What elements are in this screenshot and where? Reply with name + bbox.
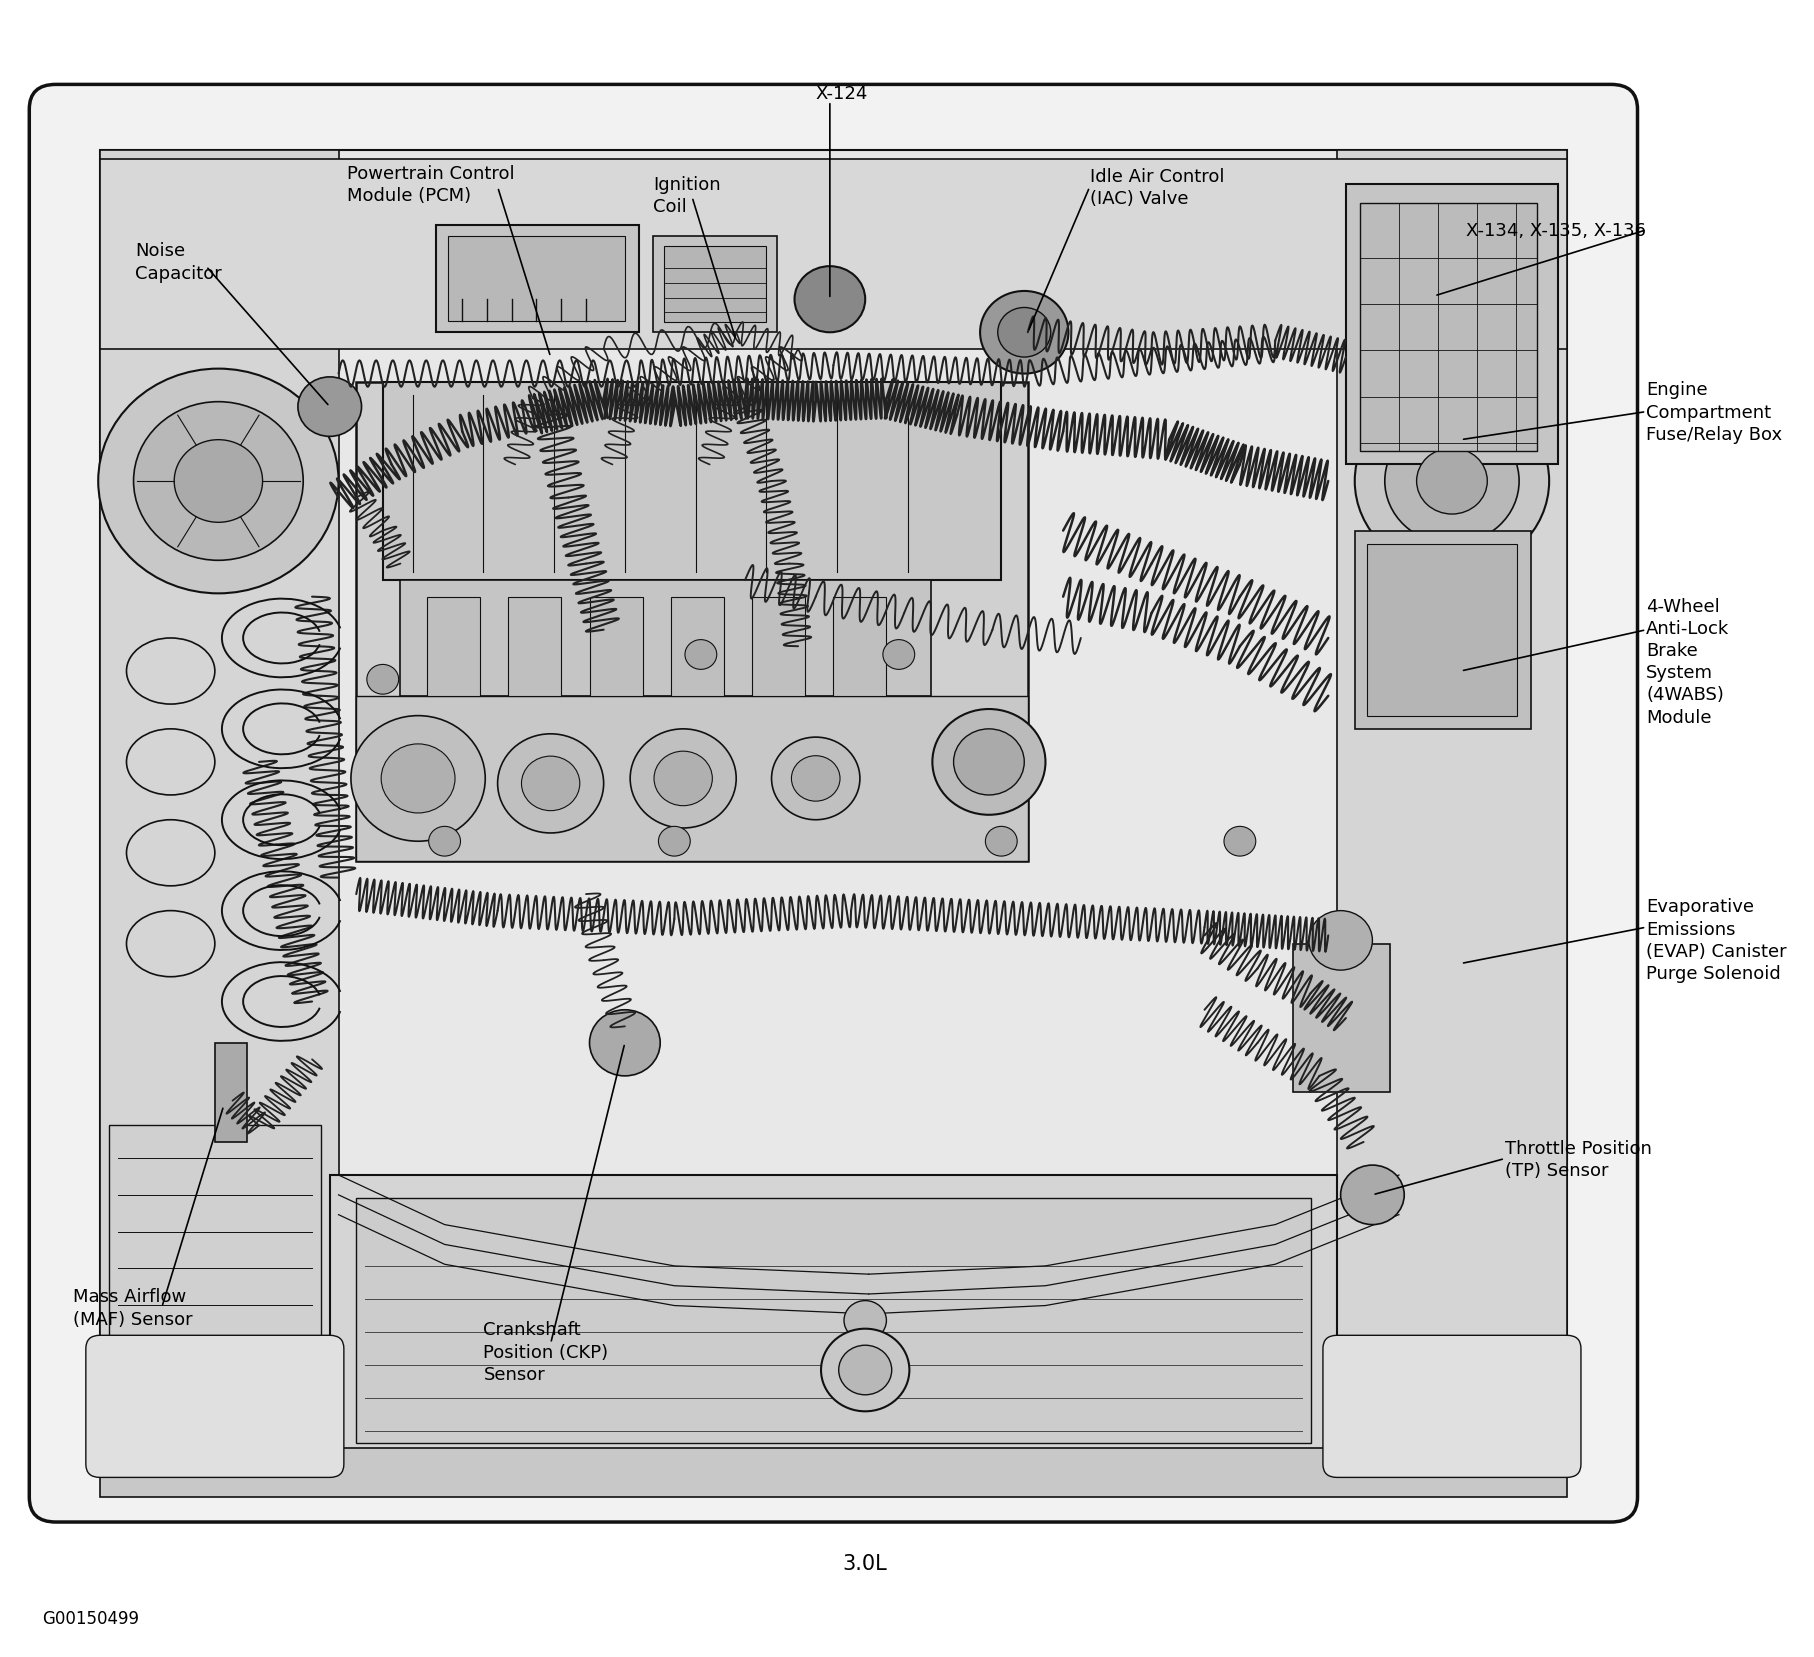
Circle shape xyxy=(350,716,484,842)
Circle shape xyxy=(653,752,711,807)
Text: Crankshaft
Position (CKP)
Sensor: Crankshaft Position (CKP) Sensor xyxy=(483,1321,608,1384)
Bar xyxy=(100,1448,1565,1498)
Bar xyxy=(100,151,1565,1465)
Circle shape xyxy=(932,709,1045,815)
Circle shape xyxy=(980,292,1068,374)
Text: Idle Air Control
(IAC) Valve: Idle Air Control (IAC) Valve xyxy=(1088,167,1223,209)
Circle shape xyxy=(134,403,303,562)
Circle shape xyxy=(820,1329,909,1412)
Bar xyxy=(833,597,885,696)
Bar xyxy=(590,597,642,696)
Circle shape xyxy=(998,308,1050,358)
Circle shape xyxy=(658,827,689,857)
Text: Ignition
Coil: Ignition Coil xyxy=(653,176,720,217)
Circle shape xyxy=(1341,1165,1404,1225)
Bar xyxy=(448,237,624,321)
Circle shape xyxy=(1308,911,1371,971)
Bar xyxy=(435,225,639,333)
Text: X-134, X-135, X-136: X-134, X-135, X-136 xyxy=(1466,222,1645,240)
FancyBboxPatch shape xyxy=(29,86,1636,1523)
Circle shape xyxy=(882,640,914,669)
Bar xyxy=(356,1198,1310,1443)
Bar xyxy=(1359,204,1536,452)
Text: Powertrain Control
Module (PCM): Powertrain Control Module (PCM) xyxy=(346,164,515,205)
Circle shape xyxy=(174,441,263,524)
Bar xyxy=(1292,944,1390,1092)
FancyBboxPatch shape xyxy=(1322,1336,1580,1478)
Bar xyxy=(671,597,724,696)
Bar xyxy=(653,237,776,333)
Circle shape xyxy=(98,370,339,593)
Bar xyxy=(664,247,766,323)
Text: Noise
Capacitor: Noise Capacitor xyxy=(136,242,221,282)
Text: Engine
Compartment
Fuse/Relay Box: Engine Compartment Fuse/Relay Box xyxy=(1645,381,1781,444)
Circle shape xyxy=(497,734,604,833)
Circle shape xyxy=(1415,449,1486,515)
Text: 4-Wheel
Anti-Lock
Brake
System
(4WABS)
Module: 4-Wheel Anti-Lock Brake System (4WABS) M… xyxy=(1645,597,1729,726)
Text: Evaporative
Emissions
(EVAP) Canister
Purge Solenoid: Evaporative Emissions (EVAP) Canister Pu… xyxy=(1645,898,1787,983)
Bar xyxy=(1366,545,1517,716)
Bar xyxy=(751,597,805,696)
Circle shape xyxy=(428,827,461,857)
Circle shape xyxy=(795,267,865,333)
Circle shape xyxy=(771,737,860,820)
Circle shape xyxy=(791,756,840,802)
Circle shape xyxy=(590,1011,660,1075)
Circle shape xyxy=(366,664,399,694)
Circle shape xyxy=(1223,827,1255,857)
Text: G00150499: G00150499 xyxy=(42,1609,138,1627)
Bar xyxy=(383,383,1001,582)
Circle shape xyxy=(844,1301,885,1341)
Text: Mass Airflow
(MAF) Sensor: Mass Airflow (MAF) Sensor xyxy=(73,1287,192,1327)
Bar xyxy=(330,1175,1337,1465)
Bar xyxy=(1353,532,1531,729)
Circle shape xyxy=(381,744,455,814)
Circle shape xyxy=(297,378,361,437)
Bar xyxy=(100,151,339,1465)
Circle shape xyxy=(838,1345,891,1395)
Bar xyxy=(508,597,561,696)
Circle shape xyxy=(985,827,1016,857)
Text: 3.0L: 3.0L xyxy=(842,1553,887,1574)
Circle shape xyxy=(1353,391,1549,573)
Circle shape xyxy=(521,757,579,812)
Bar xyxy=(100,159,1565,350)
Bar xyxy=(356,696,1027,862)
Text: X-124: X-124 xyxy=(814,86,867,103)
Bar xyxy=(356,383,1027,862)
Bar xyxy=(1346,184,1556,466)
Bar xyxy=(109,1125,321,1457)
Bar xyxy=(214,1044,247,1142)
FancyBboxPatch shape xyxy=(85,1336,343,1478)
Bar xyxy=(426,597,479,696)
Bar xyxy=(1337,151,1565,1465)
Circle shape xyxy=(629,729,736,828)
Circle shape xyxy=(1384,419,1518,545)
Bar xyxy=(401,582,931,696)
Text: Throttle Position
(TP) Sensor: Throttle Position (TP) Sensor xyxy=(1504,1138,1651,1180)
Circle shape xyxy=(952,729,1023,795)
Circle shape xyxy=(684,640,717,669)
